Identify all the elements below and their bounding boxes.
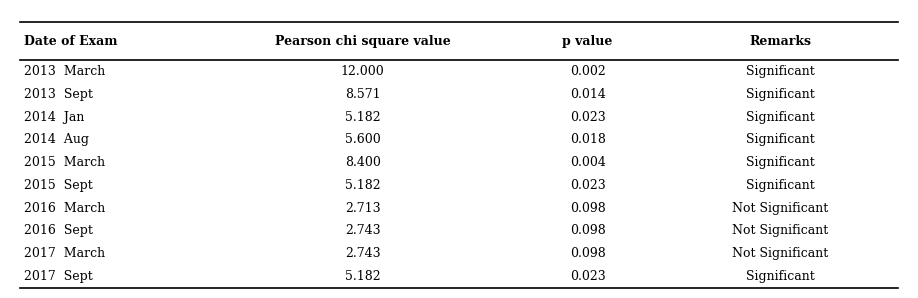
- Text: 2.743: 2.743: [345, 224, 380, 238]
- Text: Significant: Significant: [746, 65, 815, 78]
- Text: Not Significant: Not Significant: [733, 224, 829, 238]
- Text: 0.018: 0.018: [570, 134, 606, 147]
- Text: 0.098: 0.098: [570, 247, 606, 260]
- Text: 2015  Sept: 2015 Sept: [24, 179, 93, 192]
- Text: 0.023: 0.023: [570, 270, 606, 283]
- Text: Remarks: Remarks: [749, 35, 812, 48]
- Text: 5.182: 5.182: [345, 270, 380, 283]
- Text: 0.023: 0.023: [570, 179, 606, 192]
- Text: Significant: Significant: [746, 179, 815, 192]
- Text: Significant: Significant: [746, 111, 815, 124]
- Text: 8.571: 8.571: [345, 88, 380, 101]
- Text: 12.000: 12.000: [341, 65, 385, 78]
- Text: 2014  Jan: 2014 Jan: [24, 111, 84, 124]
- Text: Significant: Significant: [746, 156, 815, 169]
- Text: Significant: Significant: [746, 270, 815, 283]
- Text: Date of Exam: Date of Exam: [24, 35, 118, 48]
- Text: 2.713: 2.713: [345, 202, 380, 215]
- Text: 5.182: 5.182: [345, 111, 380, 124]
- Text: 2014  Aug: 2014 Aug: [24, 134, 89, 147]
- Text: Significant: Significant: [746, 88, 815, 101]
- Text: 2016  Sept: 2016 Sept: [24, 224, 93, 238]
- Text: Not Significant: Not Significant: [733, 247, 829, 260]
- Text: 5.182: 5.182: [345, 179, 380, 192]
- Text: 0.014: 0.014: [570, 88, 606, 101]
- Text: 0.098: 0.098: [570, 202, 606, 215]
- Text: 0.004: 0.004: [570, 156, 606, 169]
- Text: Pearson chi square value: Pearson chi square value: [274, 35, 451, 48]
- Text: 0.023: 0.023: [570, 111, 606, 124]
- Text: 0.002: 0.002: [570, 65, 606, 78]
- Text: 0.098: 0.098: [570, 224, 606, 238]
- Text: 2016  March: 2016 March: [24, 202, 106, 215]
- Text: 2015  March: 2015 March: [24, 156, 106, 169]
- Text: p value: p value: [563, 35, 613, 48]
- Text: Not Significant: Not Significant: [733, 202, 829, 215]
- Text: 5.600: 5.600: [344, 134, 380, 147]
- Text: 2017  March: 2017 March: [24, 247, 106, 260]
- Text: 2017  Sept: 2017 Sept: [24, 270, 93, 283]
- Text: Significant: Significant: [746, 134, 815, 147]
- Text: 8.400: 8.400: [344, 156, 380, 169]
- Text: 2.743: 2.743: [345, 247, 380, 260]
- Text: 2013  Sept: 2013 Sept: [24, 88, 93, 101]
- Text: 2013  March: 2013 March: [24, 65, 106, 78]
